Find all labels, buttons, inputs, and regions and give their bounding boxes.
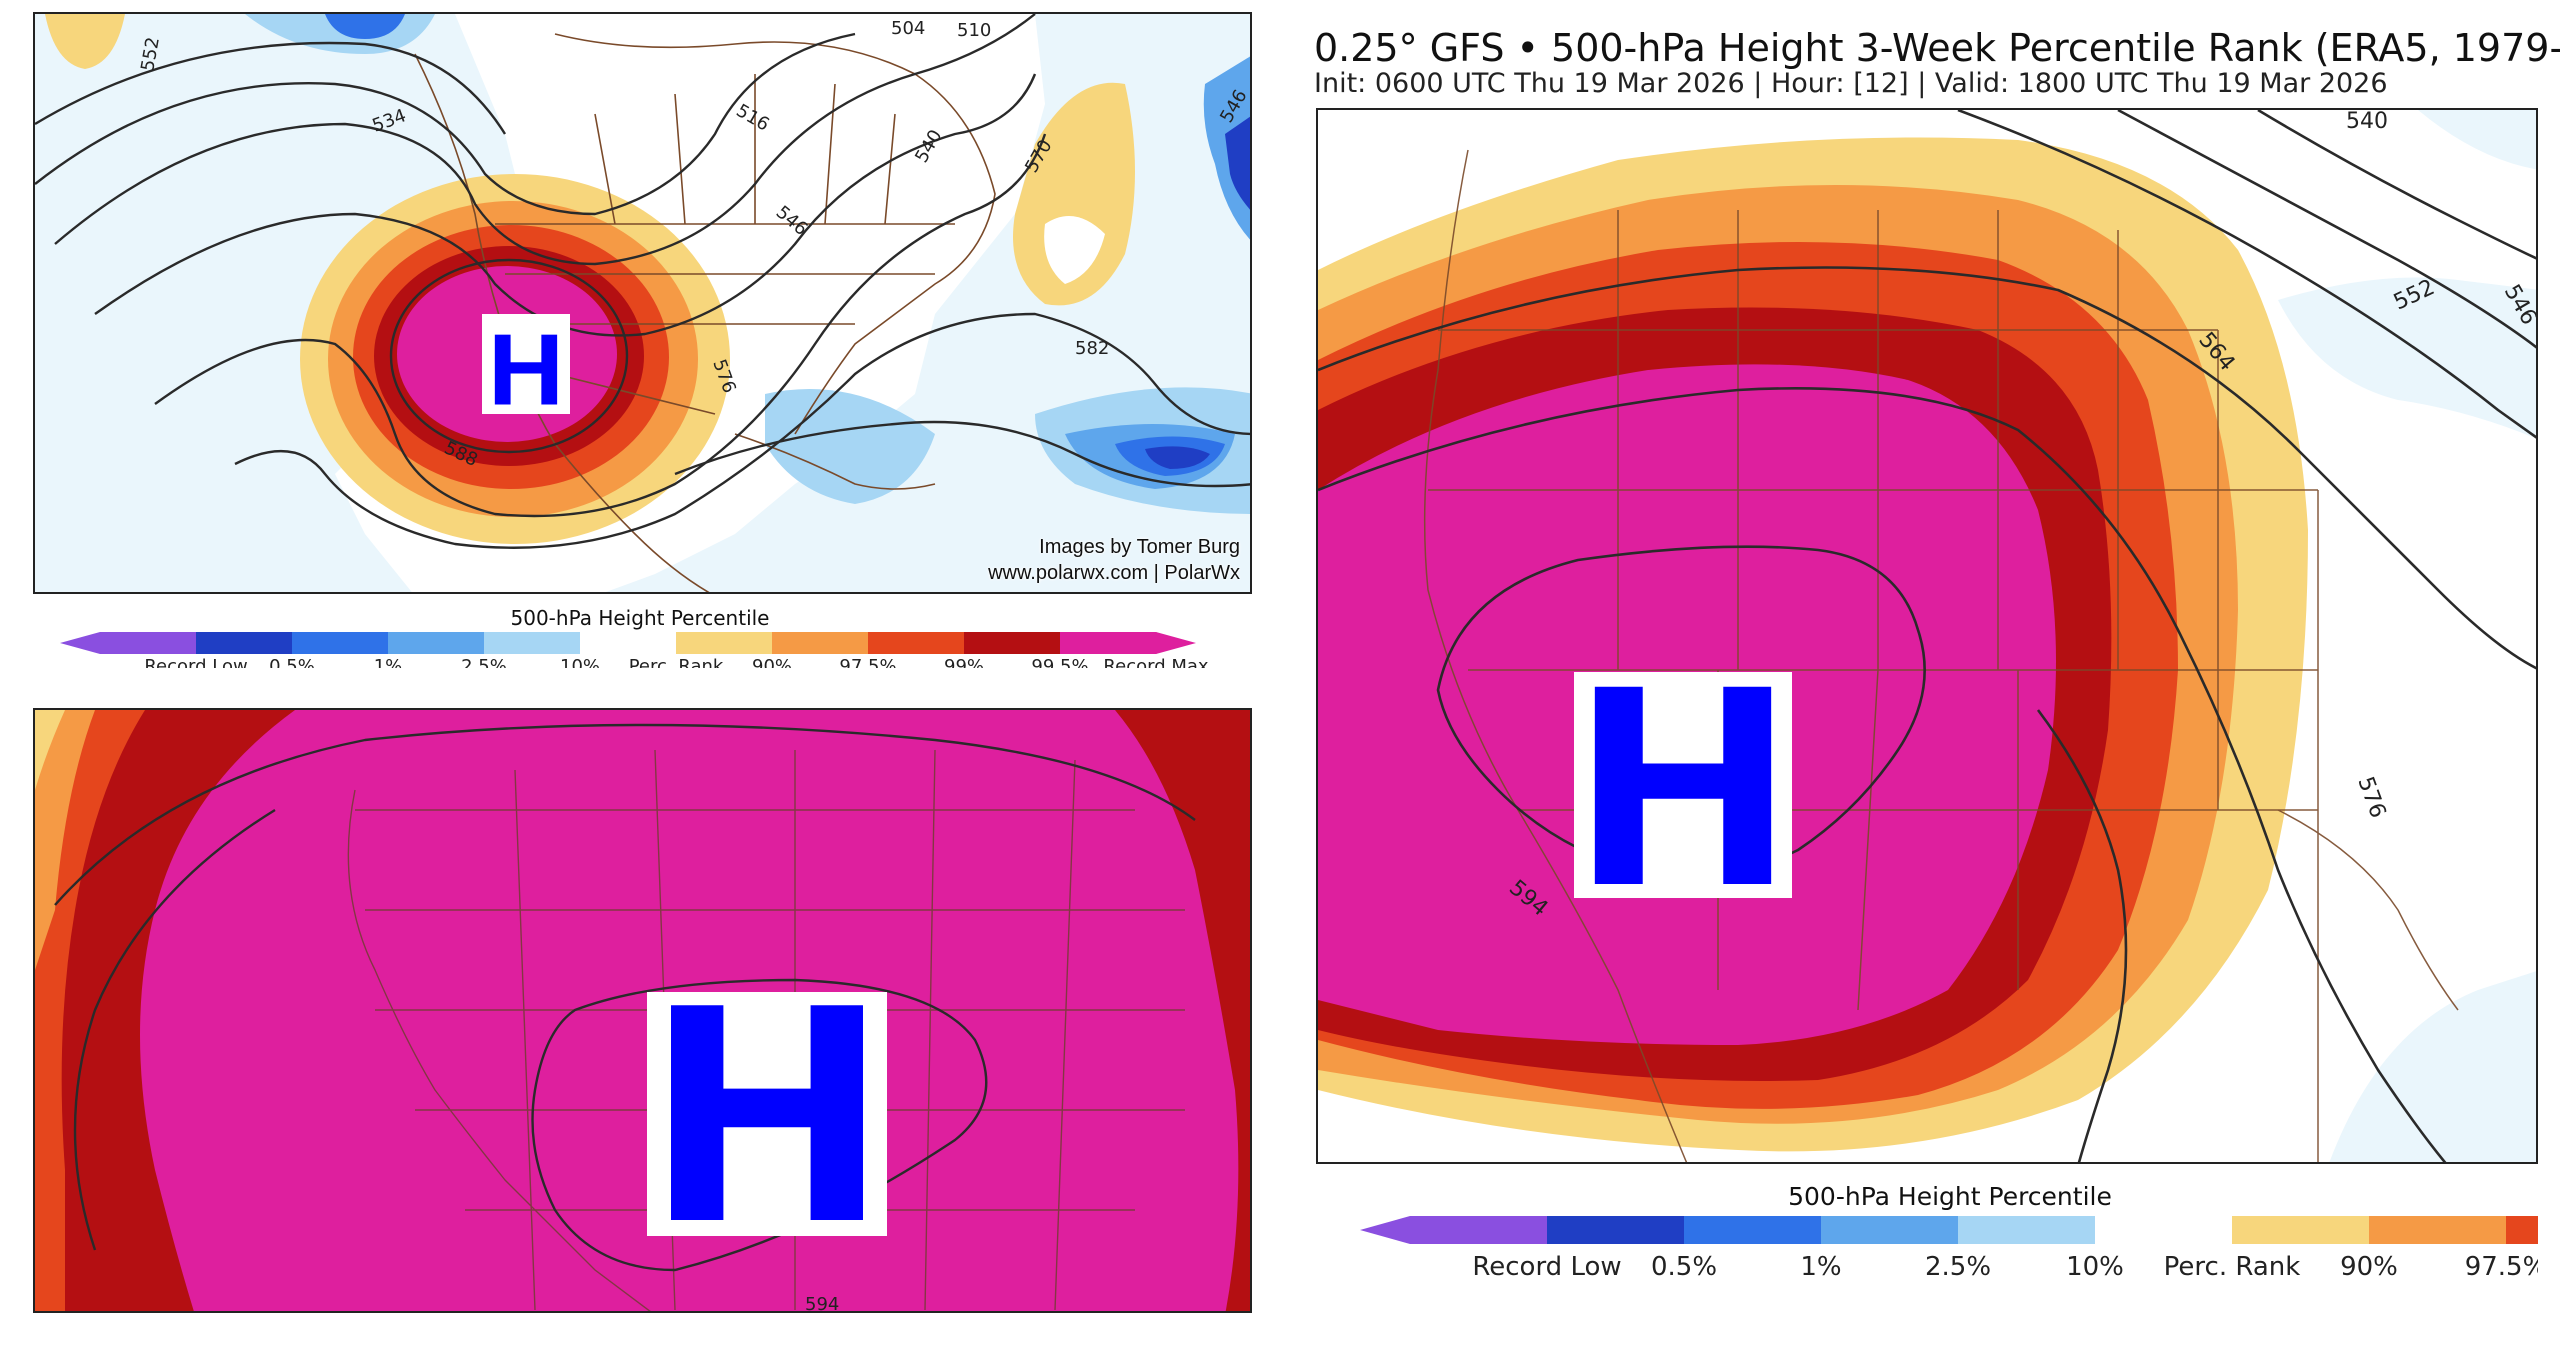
- high-pressure-marker: H: [482, 312, 570, 432]
- colorbar-segment: [2369, 1216, 2507, 1244]
- colorbar-extension-low: [1360, 1216, 1410, 1244]
- colorbar-tick-label: 90%: [751, 656, 793, 668]
- colorbar-tick-label: 1%: [1800, 1252, 1842, 1282]
- map-panel-north-america: 552 534 504 510 516 540 546 546 570 576 …: [33, 12, 1252, 594]
- colorbar-tick-label: 90%: [2340, 1252, 2398, 1282]
- colorbar-segment: [1821, 1216, 1959, 1244]
- colorbar-tick-label: 99.5%: [1031, 656, 1089, 668]
- colorbar-segment: [580, 632, 677, 654]
- colorbar-ramp: [60, 632, 1196, 654]
- colorbar-segment: [1547, 1216, 1685, 1244]
- high-pressure-marker: H: [1566, 629, 1801, 954]
- map-panel-southwest-zoom: 594 H: [33, 708, 1252, 1313]
- high-pressure-marker: H: [639, 942, 894, 1295]
- high-label: H: [1568, 631, 1799, 952]
- colorbar-tick-label: 2.5%: [461, 656, 507, 668]
- colorbar-segment: [1684, 1216, 1822, 1244]
- colorbar-segment: [1060, 632, 1157, 654]
- colorbar-tick-label: Perc. Rank: [2163, 1252, 2301, 1282]
- colorbar-extension-high: [1156, 632, 1196, 654]
- colorbar-tick-label: 99%: [943, 656, 985, 668]
- high-label: H: [641, 944, 892, 1293]
- map-western-us: 540 546 552 564 576 594 H: [1318, 110, 2536, 1162]
- credit-website: www.polarwx.com | PolarWx: [988, 562, 1240, 584]
- high-label: H: [484, 313, 568, 430]
- colorbar-small: 500-hPa Height Percentile Record Low 0.5%…: [60, 606, 1220, 668]
- colorbar-tick-label: 97.5%: [839, 656, 897, 668]
- colorbar-tick-label: 1%: [373, 656, 403, 668]
- colorbar-segment: [964, 632, 1061, 654]
- colorbar-segment: [196, 632, 293, 654]
- colorbar-title: 500-hPa Height Percentile: [510, 606, 770, 630]
- colorbar-segment: [388, 632, 485, 654]
- colorbar-segment: [484, 632, 581, 654]
- contour-label: 540: [2346, 110, 2388, 134]
- colorbar-tick-label: Record Low: [144, 656, 248, 668]
- colorbar-title: 500-hPa Height Percentile: [1788, 1182, 2112, 1211]
- colorbar-segment: [292, 632, 389, 654]
- colorbar-segment: [2095, 1216, 2233, 1244]
- colorbar-tick-label: 10%: [2066, 1252, 2124, 1282]
- colorbar-tick-label: Perc. Rank: [628, 656, 724, 668]
- map-north-america: 552 534 504 510 516 540 546 546 570 576 …: [35, 14, 1250, 592]
- colorbar-tick-label: Record Max: [1103, 656, 1209, 668]
- map-southwest-zoom: 594 H: [35, 710, 1250, 1313]
- colorbar-tick-label: 0.5%: [1650, 1252, 1718, 1282]
- colorbar-segment: [100, 632, 197, 654]
- colorbar-tick-label: Record Low: [1472, 1252, 1622, 1282]
- credit-author: Images by Tomer Burg: [1039, 536, 1240, 558]
- colorbar-tick-label: 10%: [559, 656, 601, 668]
- colorbar-tick-label: 97.5%: [2464, 1252, 2538, 1282]
- colorbar-tick-label: 2.5%: [1924, 1252, 1992, 1282]
- colorbar-segment: [1410, 1216, 1548, 1244]
- map-subtitle: Init: 0600 UTC Thu 19 Mar 2026 | Hour: […: [1314, 68, 2388, 99]
- contour-label: 510: [957, 20, 991, 41]
- colorbar-tick-label: 0.5%: [269, 656, 315, 668]
- contour-label: 504: [891, 18, 925, 39]
- colorbar-segment: [2232, 1216, 2370, 1244]
- colorbar-segment: [1958, 1216, 2096, 1244]
- colorbar-large: 500-hPa Height Percentile Record Low 0.5%…: [1360, 1180, 2538, 1290]
- colorbar-segment: [676, 632, 773, 654]
- image-credit: Images by Tomer Burg www.polarwx.com | P…: [988, 534, 1240, 586]
- colorbar-segment: [868, 632, 965, 654]
- colorbar-extension-low: [60, 632, 100, 654]
- map-title: 0.25° GFS • 500-hPa Height 3-Week Percen…: [1314, 26, 2560, 70]
- colorbar-segment: [2506, 1216, 2538, 1244]
- colorbar-segment: [772, 632, 869, 654]
- map-panel-western-us: 540 546 552 564 576 594 H: [1316, 108, 2538, 1164]
- contour-label: 582: [1075, 338, 1109, 359]
- contour-label: 594: [805, 1294, 839, 1313]
- colorbar-ramp: [1360, 1216, 2538, 1244]
